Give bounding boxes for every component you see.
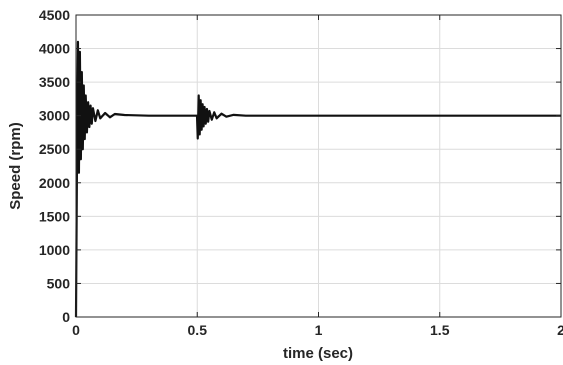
x-tick-label: 1 (315, 322, 323, 338)
x-tick-labels: 0 0.5 1 1.5 2 (72, 322, 563, 338)
tick-marks (75, 14, 562, 318)
y-tick-label: 2000 (39, 175, 70, 191)
x-tick-label: 1.5 (430, 322, 450, 338)
x-tick-label: 0 (72, 322, 80, 338)
x-axis-label: time (sec) (283, 345, 353, 362)
y-tick-label: 4500 (39, 7, 70, 23)
y-tick-label: 500 (47, 275, 71, 291)
y-tick-label: 2500 (39, 141, 70, 157)
speed-series-line (74, 40, 561, 318)
y-tick-label: 1000 (39, 242, 70, 258)
y-tick-label: 0 (62, 309, 70, 325)
series-group (74, 40, 561, 318)
x-tick-label: 0.5 (188, 322, 208, 338)
y-tick-label: 1500 (39, 208, 70, 224)
y-tick-labels: 0 500 1000 1500 2000 2500 3000 3500 4000 4500 (39, 7, 70, 325)
x-tick-label: 2 (557, 322, 563, 338)
y-tick-label: 3000 (39, 108, 70, 124)
y-axis-label: Speed (rpm) (7, 122, 24, 210)
y-tick-label: 3500 (39, 74, 70, 90)
y-tick-label: 4000 (39, 41, 70, 57)
